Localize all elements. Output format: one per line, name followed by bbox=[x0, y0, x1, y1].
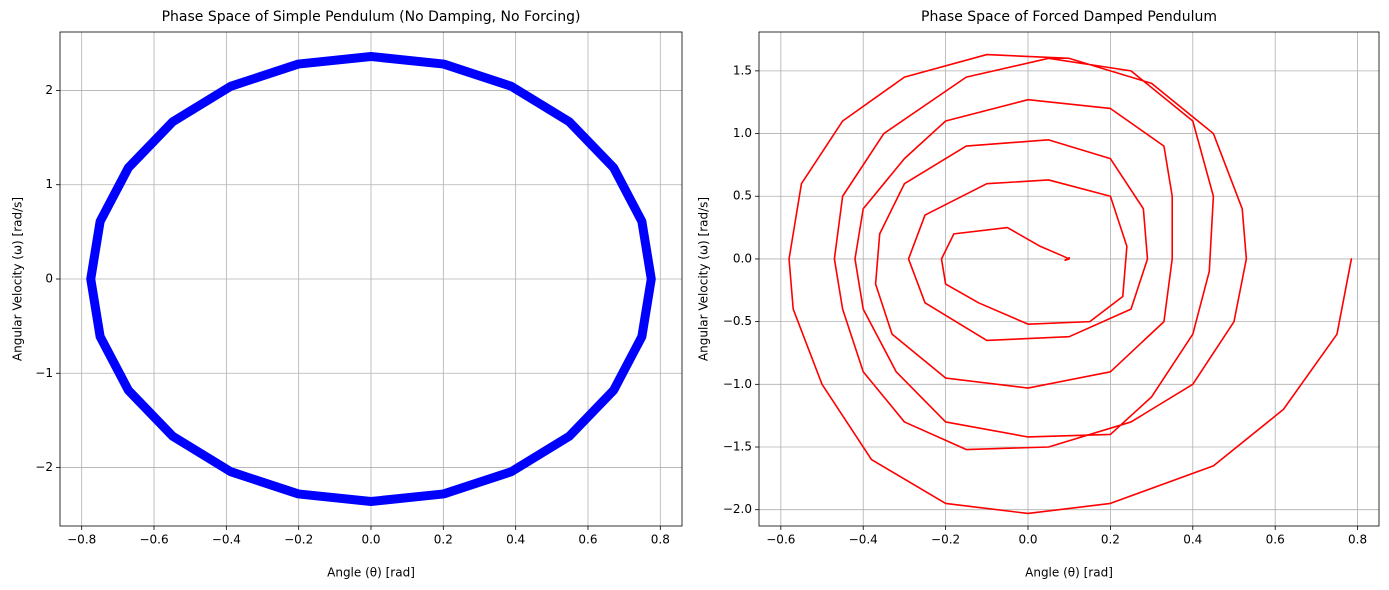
x-tick-label: 0.4 bbox=[506, 533, 525, 547]
y-axis-label: Angular Velocity (ω) [rad/s] bbox=[697, 197, 711, 361]
x-axis-label: Angle (θ) [rad] bbox=[327, 566, 415, 580]
y-tick-label: 1.0 bbox=[733, 126, 752, 140]
x-tick-label: 0.0 bbox=[361, 533, 380, 547]
y-tick-label: 0.0 bbox=[733, 251, 752, 265]
plot-frame bbox=[59, 31, 683, 527]
y-tick-label: −1.5 bbox=[723, 440, 752, 454]
x-tick-label: 0.0 bbox=[1018, 533, 1037, 547]
x-tick-label: −0.4 bbox=[849, 533, 878, 547]
y-tick-label: 0.5 bbox=[733, 189, 752, 203]
x-tick-label: −0.6 bbox=[766, 533, 795, 547]
y-tick-label: −0.5 bbox=[723, 314, 752, 328]
x-tick-label: −0.4 bbox=[212, 533, 241, 547]
y-tick-label: 2 bbox=[45, 83, 53, 97]
y-tick-label: −2.0 bbox=[723, 502, 752, 516]
x-tick-label: 0.6 bbox=[578, 533, 597, 547]
chart-title: Phase Space of Simple Pendulum (No Dampi… bbox=[162, 9, 581, 25]
x-axis-label: Angle (θ) [rad] bbox=[1025, 566, 1113, 580]
plot-frame bbox=[758, 31, 1380, 527]
data-line bbox=[788, 53, 1353, 515]
x-tick-label: −0.2 bbox=[284, 533, 313, 547]
y-tick-label: −1 bbox=[35, 366, 53, 380]
y-tick-label: 0 bbox=[45, 272, 53, 286]
y-axis-label: Angular Velocity (ω) [rad/s] bbox=[11, 197, 25, 361]
chart-title: Phase Space of Forced Damped Pendulum bbox=[921, 9, 1217, 25]
x-tick-label: −0.6 bbox=[139, 533, 168, 547]
data-line bbox=[86, 52, 656, 506]
x-tick-label: −0.2 bbox=[931, 533, 960, 547]
y-tick-label: 1.5 bbox=[733, 63, 752, 77]
x-tick-label: 0.8 bbox=[1348, 533, 1367, 547]
x-tick-label: 0.8 bbox=[651, 533, 670, 547]
x-tick-label: −0.8 bbox=[67, 533, 96, 547]
y-tick-label: −2 bbox=[35, 460, 53, 474]
y-tick-label: −1.0 bbox=[723, 377, 752, 391]
x-tick-label: 0.4 bbox=[1183, 533, 1202, 547]
x-tick-label: 0.2 bbox=[1101, 533, 1120, 547]
x-tick-label: 0.2 bbox=[434, 533, 453, 547]
x-tick-label: 0.6 bbox=[1266, 533, 1285, 547]
y-tick-label: 1 bbox=[45, 177, 53, 191]
